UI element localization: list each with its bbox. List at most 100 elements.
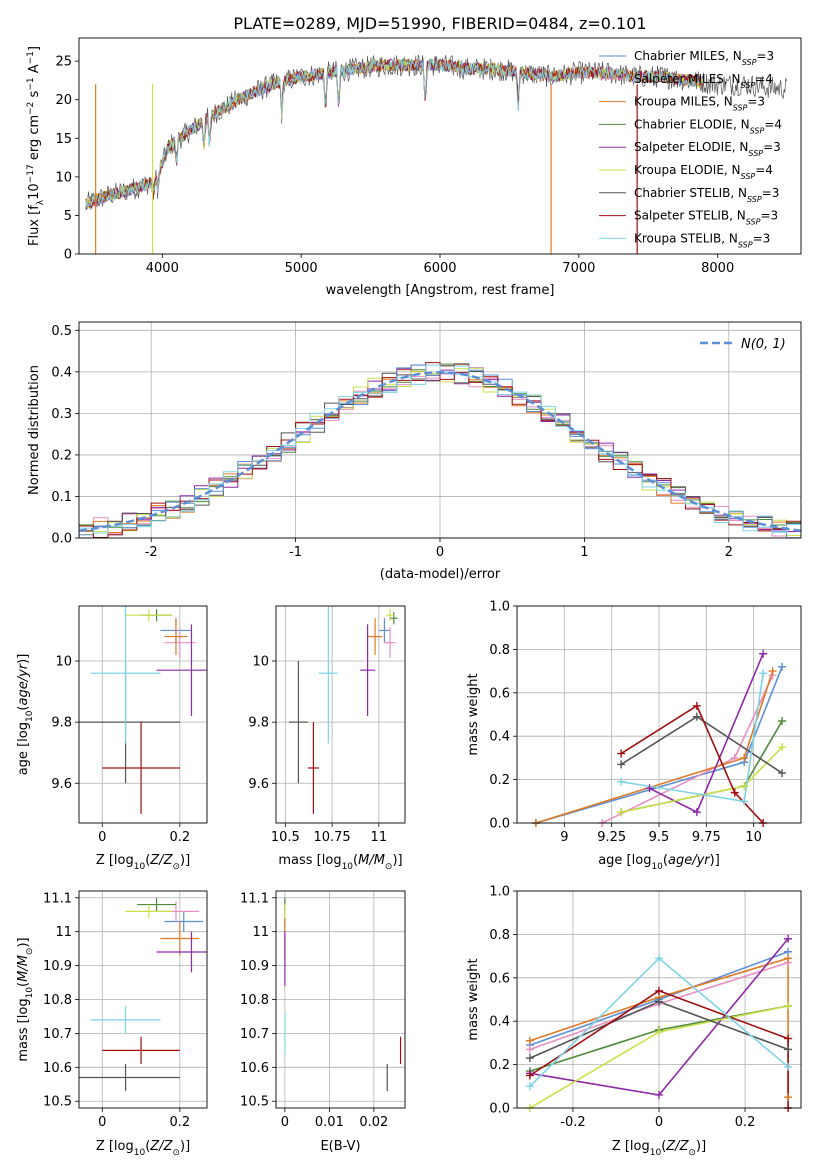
x-tick-label: 7000 — [562, 261, 595, 276]
weight-marker — [617, 760, 626, 769]
y-tick-label: 0.0 — [51, 532, 72, 547]
label-part: )] — [696, 1139, 706, 1154]
y-tick-label: 9.6 — [51, 777, 72, 792]
label-part: 10 — [25, 987, 35, 999]
y-tick-label: 11 — [55, 925, 72, 940]
y-tick-label: 9.8 — [248, 716, 269, 731]
weight-marker — [784, 1002, 793, 1011]
y-axis-label: mass [log10(M/M⊙)] — [16, 937, 35, 1061]
legend-nssp-sub: SSP — [742, 58, 757, 67]
y-tick-label: 10 — [55, 170, 72, 185]
legend-nssp-value: =3 — [763, 140, 781, 154]
weight-marker — [525, 1054, 534, 1063]
label-part: age/yr — [16, 662, 31, 705]
error-point — [164, 618, 188, 655]
weight-marker — [768, 667, 777, 676]
legend-nssp-value: =3 — [756, 49, 774, 63]
label-part: ⊙ — [172, 862, 180, 872]
weight-marker — [692, 712, 701, 721]
y-tick-label: 0.2 — [51, 448, 72, 463]
y-tick-label: 10.7 — [240, 1027, 269, 1042]
y-tick-label: 10 — [55, 655, 72, 670]
label-part: mass [log — [278, 853, 341, 868]
y-tick-label: 0.5 — [51, 324, 72, 339]
weight-marker — [778, 769, 787, 778]
x-tick-label: 0.2 — [170, 830, 191, 845]
y-axis-label: mass weight — [466, 958, 481, 1040]
y-tick-label: 0.6 — [489, 686, 510, 701]
x-tick-label: 10.75 — [313, 830, 350, 845]
axes-frame — [275, 890, 406, 1109]
legend-label: Chabrier STELIB, NSSP=3 — [634, 186, 779, 204]
y-axis-label: Flux [fλ10−17 erg cm−2 s−1 A−1] — [26, 46, 46, 246]
label-part: ⊙ — [385, 862, 393, 872]
label-part: )] — [392, 853, 402, 868]
legend-nssp: N — [733, 49, 742, 63]
label-part: ( — [663, 853, 668, 868]
x-tick-label: 0 — [98, 1115, 106, 1130]
x-tick-label: 10 — [745, 830, 762, 845]
weight-marker — [655, 954, 663, 963]
label-part: s — [27, 90, 42, 101]
error-point — [307, 722, 319, 814]
x-tick-label: 0 — [281, 1115, 289, 1130]
label-part: 10 — [27, 183, 42, 200]
axes-frame — [275, 605, 406, 824]
legend-nssp-sub: SSP — [746, 217, 761, 226]
error-point — [164, 627, 196, 658]
y-tick-label: 10.9 — [43, 959, 72, 974]
weight-marker — [784, 1034, 793, 1043]
legend-nssp-value: =4 — [755, 163, 773, 177]
y-tick-label: 11.1 — [240, 891, 269, 906]
legend-label: Kroupa ELODIE, NSSP=4 — [634, 163, 773, 181]
weight-marker — [740, 782, 749, 791]
weight-marker — [617, 777, 626, 786]
figure-title: PLATE=0289, MJD=51990, FIBERID=0484, z=0… — [233, 14, 646, 33]
x-tick-label: 0 — [98, 830, 106, 845]
label-part: age [log — [598, 853, 651, 868]
y-axis-label: Normed distribution — [27, 365, 42, 495]
x-axis-label: E(B-V) — [320, 1139, 360, 1154]
legend-label: Salpeter ELODIE, NSSP=3 — [634, 140, 781, 158]
plot-area — [79, 606, 207, 814]
legend-label: Chabrier ELODIE, NSSP=4 — [634, 117, 782, 135]
y-tick-label: 0.8 — [489, 643, 510, 658]
weight-marker — [525, 1082, 534, 1091]
axes-frame — [516, 605, 802, 824]
label-part: Z/Z — [149, 1139, 173, 1154]
weight-marker — [655, 986, 663, 995]
y-tick-label: 10.9 — [240, 959, 269, 974]
legend-label: Salpeter MILES, NSSP=4 — [634, 72, 773, 90]
weight-marker — [525, 1045, 534, 1054]
x-tick-label: 9.75 — [692, 830, 721, 845]
x-tick-label: 0.2 — [170, 1115, 191, 1130]
y-tick-label: 10.8 — [240, 993, 269, 1008]
legend-nssp-sub: SSP — [748, 149, 763, 158]
y-tick-label: 0.0 — [489, 1102, 510, 1117]
label-part: M/M — [358, 853, 385, 868]
error-point — [137, 897, 176, 912]
label-part: −17 — [26, 164, 36, 183]
weight-marker — [655, 1090, 663, 1099]
weight-marker — [645, 784, 654, 793]
weight-marker — [692, 808, 701, 817]
legend-nssp: N — [732, 72, 741, 86]
y-tick-label: 10.8 — [43, 993, 72, 1008]
label-part: 10 — [650, 1148, 662, 1158]
label-part: ] — [27, 46, 42, 51]
legend-series-name: Kroupa MILES, — [634, 95, 724, 109]
error-point — [102, 722, 180, 814]
error-point — [289, 661, 308, 784]
label-part: mass [log — [16, 998, 31, 1061]
label-part: 10 — [342, 862, 354, 872]
weight-marker — [759, 649, 768, 658]
axes-frame — [78, 37, 802, 255]
x-tick-label: 0.2 — [735, 1115, 756, 1130]
x-tick-label: 11 — [371, 830, 388, 845]
x-tick-label: -0.2 — [560, 1115, 585, 1130]
panel-mass-weight-vs-Z: -0.2 0 0.2 0.0 0.2 0.4 0.6 0.8 1.0 Z [log10(Z/Z⊙)… — [466, 885, 802, 1158]
weight-marker — [784, 1062, 793, 1071]
legend-nssp-sub: SSP — [750, 126, 765, 135]
